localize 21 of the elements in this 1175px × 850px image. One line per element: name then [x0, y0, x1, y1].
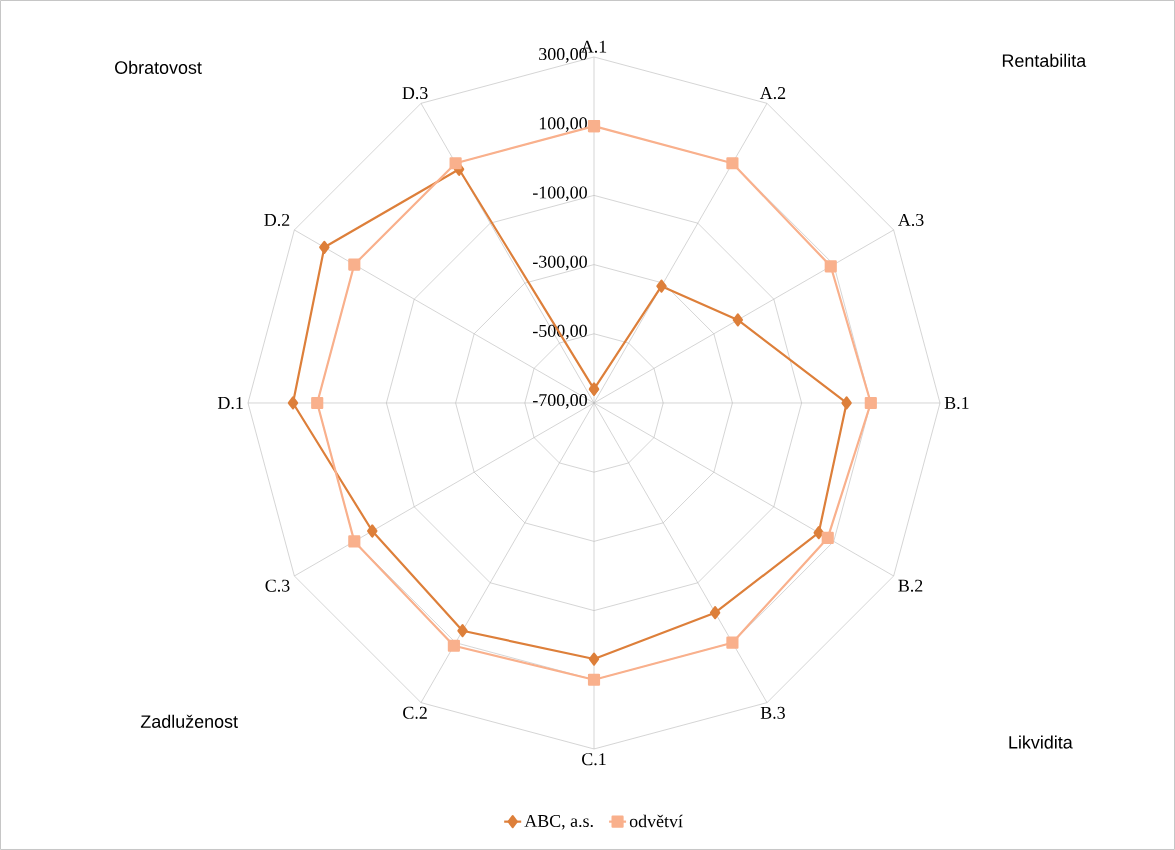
spoke-label: A.3 — [898, 213, 924, 226]
spoke-label: C.1 — [582, 753, 606, 766]
legend-label: ABC, a.s. — [524, 814, 593, 830]
y-tick-label: 100,00 — [539, 117, 587, 132]
spoke-label: A.2 — [759, 87, 786, 100]
spoke-label: D.2 — [264, 213, 290, 226]
spoke-label: B.3 — [760, 706, 785, 719]
spoke-label: B.2 — [898, 579, 923, 592]
text: Obratovost — [115, 60, 202, 74]
text: Likvidita — [1009, 735, 1073, 749]
y-tick-label: -100,00 — [533, 186, 587, 202]
y-tick-label: -700,00 — [533, 394, 587, 409]
text: Zadluženost — [140, 714, 238, 728]
spoke-label: D.1 — [217, 396, 243, 410]
legend-label: odvětví — [629, 814, 683, 828]
y-tick-label: -300,00 — [533, 255, 587, 271]
spoke-label: B.1 — [944, 396, 969, 410]
spoke-label: D.3 — [402, 87, 428, 100]
spoke-label: C.2 — [403, 706, 427, 719]
text: Rentabilita — [1002, 53, 1087, 68]
spoke-label: C.3 — [265, 579, 290, 592]
